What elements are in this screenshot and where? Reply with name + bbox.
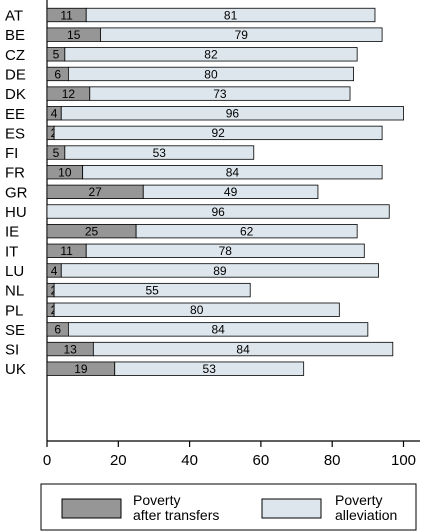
legend-swatch-after-transfers bbox=[61, 498, 122, 519]
category-label-LU: LU bbox=[5, 263, 24, 280]
data-label-after-transfers-UK: 19 bbox=[74, 362, 88, 376]
bar-alleviation-UK bbox=[114, 361, 305, 376]
x-tick-label-100: 100 bbox=[391, 452, 416, 469]
bar-alleviation-LU bbox=[60, 263, 379, 278]
data-label-alleviation-UK: 53 bbox=[203, 362, 217, 376]
bar-alleviation-SE bbox=[67, 322, 369, 337]
data-label-after-transfers-SE: 6 bbox=[54, 323, 61, 337]
x-tick-label-80: 80 bbox=[324, 452, 341, 469]
data-label-alleviation-PL: 80 bbox=[190, 303, 204, 317]
bar-alleviation-EE bbox=[60, 106, 404, 121]
x-tick-label-20: 20 bbox=[110, 452, 127, 469]
data-label-after-transfers-CZ: 5 bbox=[53, 48, 60, 62]
data-label-after-transfers-FI: 5 bbox=[53, 146, 60, 160]
category-label-SE: SE bbox=[5, 322, 25, 339]
legend-label-line-1: Poverty bbox=[133, 492, 180, 508]
category-label-SI: SI bbox=[5, 342, 19, 359]
category-label-PL: PL bbox=[5, 302, 23, 319]
data-label-after-transfers-EE: 4 bbox=[51, 107, 58, 121]
bar-alleviation-PL bbox=[53, 302, 340, 317]
category-label-FI: FI bbox=[5, 145, 18, 162]
category-label-AT: AT bbox=[5, 8, 23, 25]
legend-label-line-2: alleviation bbox=[335, 507, 397, 523]
category-label-IT: IT bbox=[5, 243, 18, 260]
category-label-BE: BE bbox=[5, 27, 25, 44]
data-label-after-transfers-SI: 13 bbox=[63, 342, 77, 356]
x-tick-label-0: 0 bbox=[43, 452, 51, 469]
bar-alleviation-NL bbox=[53, 282, 251, 298]
data-label-after-transfers-LU: 4 bbox=[51, 264, 58, 278]
legend-label-alleviation: Poverty alleviation bbox=[335, 492, 397, 523]
data-label-alleviation-LU: 89 bbox=[213, 264, 227, 278]
data-label-alleviation-IT: 78 bbox=[219, 244, 233, 258]
data-label-alleviation-EE: 96 bbox=[226, 107, 240, 121]
data-label-alleviation-CZ: 82 bbox=[204, 48, 218, 62]
bar-alleviation-FR bbox=[82, 165, 383, 180]
bar-alleviation-GR bbox=[142, 184, 319, 200]
data-label-alleviation-SI: 84 bbox=[236, 342, 250, 356]
category-label-EE: EE bbox=[5, 106, 25, 123]
category-label-GR: GR bbox=[5, 184, 28, 201]
data-label-after-transfers-IT: 11 bbox=[60, 244, 73, 258]
bar-alleviation-SI bbox=[92, 341, 394, 357]
bar-alleviation-DK bbox=[89, 86, 351, 101]
bar-alleviation-BE bbox=[100, 27, 383, 42]
data-label-after-transfers-AT: 11 bbox=[60, 8, 73, 22]
data-label-alleviation-ES: 92 bbox=[211, 126, 225, 140]
x-tick-label-40: 40 bbox=[181, 452, 198, 469]
category-label-ES: ES bbox=[5, 125, 25, 142]
bar-alleviation-IT bbox=[85, 243, 365, 258]
data-label-after-transfers-GR: 27 bbox=[88, 185, 102, 199]
bar-alleviation-HU bbox=[46, 204, 390, 219]
data-label-alleviation-DE: 80 bbox=[204, 67, 218, 81]
data-label-alleviation-AT: 81 bbox=[224, 8, 238, 22]
data-label-alleviation-NL: 55 bbox=[145, 283, 159, 297]
category-label-IE: IE bbox=[5, 224, 19, 241]
data-label-alleviation-GR: 49 bbox=[224, 185, 238, 199]
bar-alleviation-AT bbox=[85, 7, 376, 23]
legend-swatch-alleviation bbox=[261, 498, 322, 519]
bar-alleviation-ES bbox=[53, 125, 383, 141]
data-label-after-transfers-FR: 10 bbox=[58, 166, 72, 180]
category-label-NL: NL bbox=[5, 283, 24, 300]
legend-label-line-2: after transfers bbox=[133, 507, 219, 523]
category-label-CZ: CZ bbox=[5, 47, 25, 64]
legend-label-line-1: Poverty bbox=[335, 492, 382, 508]
data-label-after-transfers-DE: 6 bbox=[54, 67, 61, 81]
category-label-FR: FR bbox=[5, 165, 25, 182]
data-label-alleviation-FI: 53 bbox=[153, 146, 167, 160]
bar-alleviation-DE bbox=[67, 66, 354, 82]
bar-alleviation-CZ bbox=[64, 47, 358, 62]
category-label-HU: HU bbox=[5, 204, 27, 221]
data-label-alleviation-FR: 84 bbox=[226, 166, 240, 180]
category-label-UK: UK bbox=[5, 361, 26, 378]
data-label-after-transfers-BE: 15 bbox=[67, 28, 81, 42]
data-label-alleviation-HU: 96 bbox=[211, 205, 225, 219]
bar-alleviation-FI bbox=[64, 145, 255, 160]
category-label-DE: DE bbox=[5, 66, 26, 83]
data-label-after-transfers-DK: 12 bbox=[62, 87, 76, 101]
category-label-DK: DK bbox=[5, 86, 26, 103]
data-label-alleviation-BE: 79 bbox=[235, 28, 249, 42]
data-label-alleviation-DK: 73 bbox=[213, 87, 227, 101]
data-label-after-transfers-IE: 25 bbox=[85, 224, 99, 238]
x-tick-label-60: 60 bbox=[253, 452, 270, 469]
data-label-alleviation-IE: 62 bbox=[240, 224, 254, 238]
legend-label-after-transfers: Poverty after transfers bbox=[133, 492, 219, 523]
data-label-alleviation-SE: 84 bbox=[211, 323, 225, 337]
bar-alleviation-IE bbox=[135, 223, 358, 239]
